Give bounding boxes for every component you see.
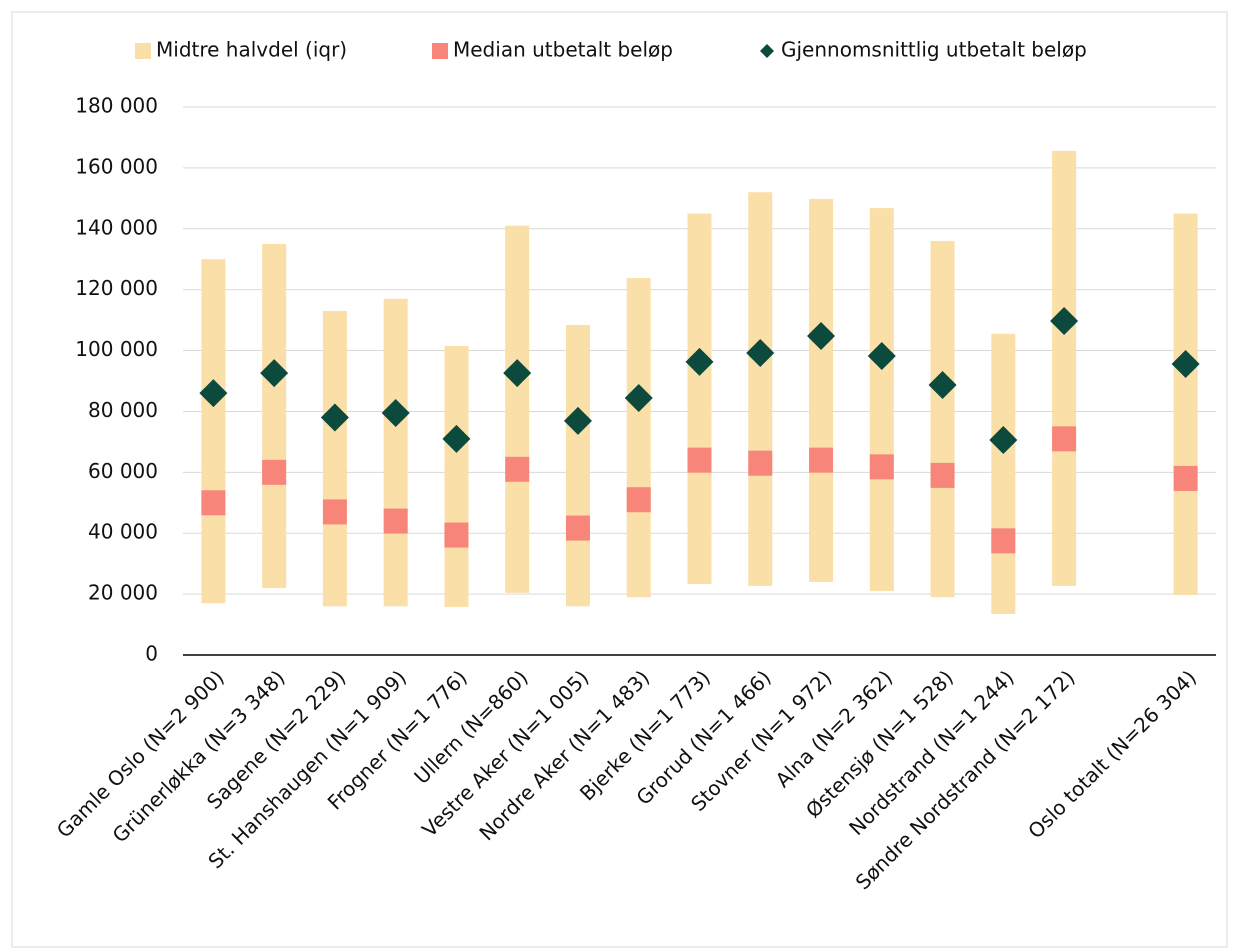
iqr-bar [322,310,347,607]
mean-marker [685,347,714,376]
mean-marker [1050,307,1079,336]
y-tick-label: 80 000 [88,398,158,422]
median-marker [1052,426,1077,452]
mean-marker [442,424,471,453]
median-marker [505,456,530,482]
median-marker [383,508,408,534]
y-tick-label: 40 000 [88,520,158,544]
median-marker [991,528,1016,554]
mean-marker [624,384,653,413]
iqr-bar [565,324,590,607]
iqr-bar [930,240,955,598]
iqr-bar [1173,213,1198,596]
median-marker [565,515,590,541]
mean-marker [563,406,592,435]
median-marker [687,447,712,473]
legend-swatch [432,43,448,59]
legend-label: Median utbetalt beløp [453,38,673,62]
legend-swatch [760,44,774,58]
median-marker [322,499,347,525]
iqr-bar [444,345,469,607]
median-marker [748,450,773,476]
y-tick-label: 100 000 [75,337,158,361]
mean-marker [1171,349,1200,378]
y-tick-label: 140 000 [75,215,158,239]
iqr-bar [383,298,408,607]
legend-label: Gjennomsnittlig utbetalt beløp [781,38,1087,62]
iqr-bar [809,198,834,582]
iqr-bar [262,244,287,589]
y-tick-label: 0 [145,642,158,666]
mean-marker [503,359,532,388]
median-marker [1173,465,1198,491]
median-marker [262,459,287,485]
y-tick-label: 60 000 [88,459,158,483]
iqr-bar [869,208,894,592]
y-tick-label: 120 000 [75,276,158,300]
y-tick-label: 160 000 [75,154,158,178]
iqr-bar [1052,150,1077,586]
mean-marker [746,338,775,367]
median-marker [869,454,894,480]
median-marker [930,462,955,488]
iqr-bar [505,225,530,593]
mean-marker [928,370,957,399]
mean-marker [381,398,410,427]
mean-marker [199,379,228,408]
median-marker [626,487,651,513]
median-marker [201,490,226,516]
legend-swatch [135,43,151,59]
median-marker [444,522,469,548]
iqr-bar [626,278,651,598]
iqr-bar [687,213,712,585]
legend-label: Midtre halvdel (iqr) [156,38,347,62]
mean-marker [867,342,896,371]
mean-marker [807,321,836,350]
mean-marker [260,359,289,388]
iqr-bar [748,192,773,586]
mean-marker [989,426,1018,455]
mean-marker [320,403,349,432]
y-tick-label: 180 000 [75,94,158,118]
median-marker [809,447,834,473]
y-tick-label: 20 000 [88,581,158,605]
iqr-bar [991,333,1016,614]
iqr-bar [201,259,226,604]
